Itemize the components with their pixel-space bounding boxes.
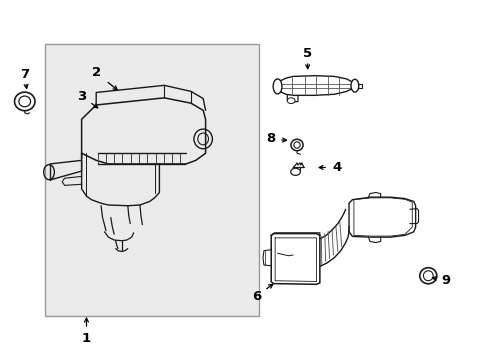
Circle shape [290, 168, 300, 175]
Text: 8: 8 [266, 132, 275, 145]
Ellipse shape [19, 96, 30, 107]
Ellipse shape [293, 142, 300, 148]
Text: 1: 1 [82, 333, 91, 346]
Text: 6: 6 [251, 289, 261, 303]
Text: 3: 3 [77, 90, 86, 103]
Text: 5: 5 [303, 47, 312, 60]
Ellipse shape [290, 139, 303, 151]
Ellipse shape [419, 268, 436, 284]
Ellipse shape [350, 79, 358, 92]
Polygon shape [45, 44, 259, 316]
Text: 7: 7 [20, 68, 29, 81]
Ellipse shape [273, 79, 282, 94]
Text: 2: 2 [91, 66, 101, 79]
Ellipse shape [423, 271, 432, 281]
Circle shape [287, 98, 294, 104]
Text: 4: 4 [331, 161, 341, 174]
Ellipse shape [15, 92, 35, 111]
Text: 9: 9 [441, 274, 450, 287]
